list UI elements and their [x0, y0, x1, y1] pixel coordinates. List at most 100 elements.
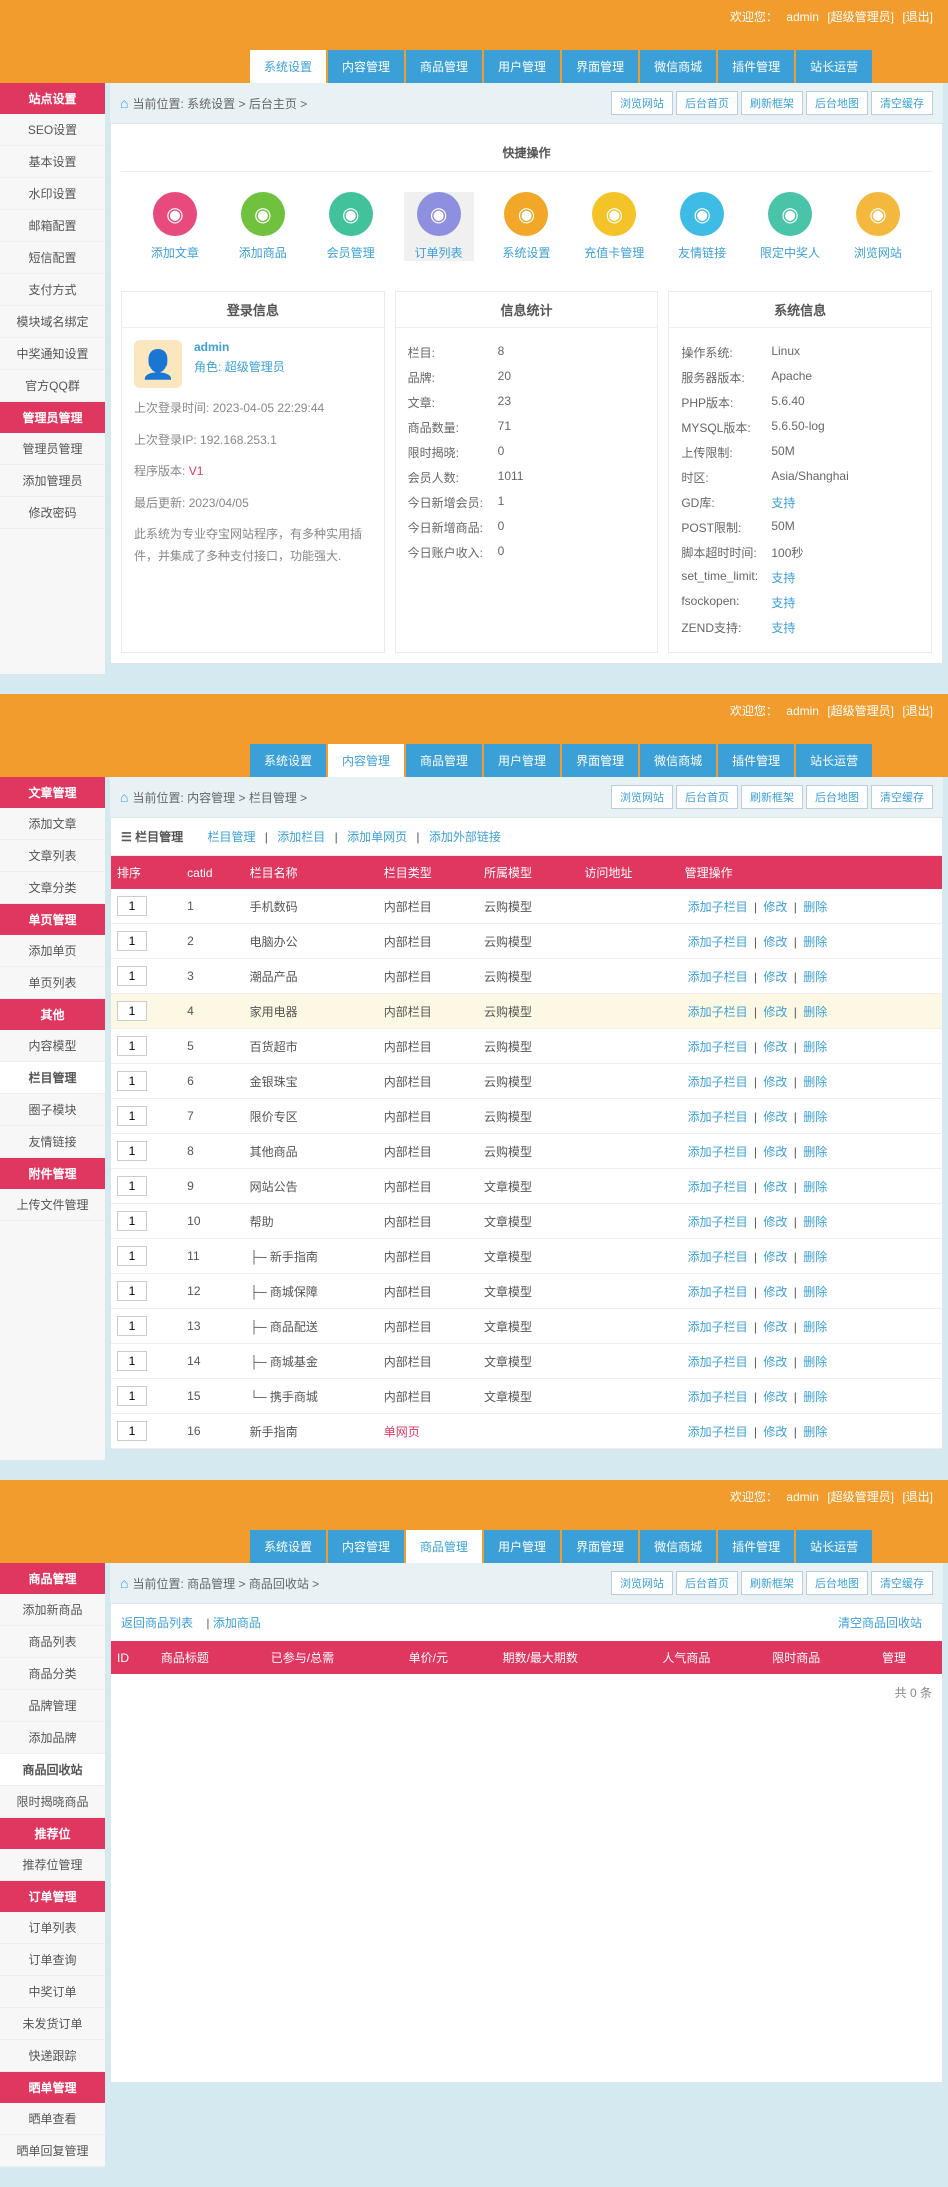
- main-tab[interactable]: 内容管理: [328, 744, 404, 777]
- sidebar-item[interactable]: 添加文章: [0, 808, 105, 840]
- home-icon[interactable]: ⌂: [120, 1575, 128, 1591]
- user-name[interactable]: admin: [786, 1490, 819, 1504]
- logout-link[interactable]: [退出]: [902, 10, 933, 24]
- sort-input[interactable]: [117, 1141, 147, 1161]
- row-action[interactable]: 添加子栏目: [688, 1040, 748, 1054]
- row-action[interactable]: 修改: [763, 1355, 787, 1369]
- row-action[interactable]: 修改: [763, 1285, 787, 1299]
- main-tab[interactable]: 站长运营: [796, 744, 872, 777]
- main-tab[interactable]: 界面管理: [562, 50, 638, 83]
- sidebar-item[interactable]: 友情链接: [0, 1126, 105, 1158]
- quick-item[interactable]: ◉系统设置: [491, 192, 561, 261]
- main-tab[interactable]: 系统设置: [250, 1530, 326, 1563]
- crumb-button[interactable]: 后台地图: [806, 785, 868, 809]
- quick-item[interactable]: ◉会员管理: [316, 192, 386, 261]
- main-tab[interactable]: 微信商城: [640, 50, 716, 83]
- quick-item[interactable]: ◉添加商品: [228, 192, 298, 261]
- row-action[interactable]: 添加子栏目: [688, 1250, 748, 1264]
- row-action[interactable]: 删除: [803, 1110, 827, 1124]
- home-icon[interactable]: ⌂: [120, 789, 128, 805]
- sidebar-item[interactable]: 晒单回复管理: [0, 2135, 105, 2167]
- row-action[interactable]: 添加子栏目: [688, 970, 748, 984]
- row-action[interactable]: 修改: [763, 1075, 787, 1089]
- sidebar-item[interactable]: 添加新商品: [0, 1594, 105, 1626]
- row-action[interactable]: 修改: [763, 1320, 787, 1334]
- main-tab[interactable]: 系统设置: [250, 744, 326, 777]
- main-tab[interactable]: 用户管理: [484, 744, 560, 777]
- row-action[interactable]: 删除: [803, 1215, 827, 1229]
- quick-item[interactable]: ◉限定中奖人: [755, 192, 825, 261]
- crumb-button[interactable]: 后台首页: [676, 91, 738, 115]
- row-action[interactable]: 修改: [763, 1425, 787, 1439]
- main-tab[interactable]: 用户管理: [484, 1530, 560, 1563]
- row-action[interactable]: 修改: [763, 970, 787, 984]
- quick-item[interactable]: ◉浏览网站: [843, 192, 913, 261]
- main-tab[interactable]: 界面管理: [562, 744, 638, 777]
- panel-tab[interactable]: 添加外部链接: [429, 830, 501, 844]
- row-action[interactable]: 删除: [803, 1285, 827, 1299]
- row-action[interactable]: 添加子栏目: [688, 935, 748, 949]
- crumb-button[interactable]: 浏览网站: [611, 91, 673, 115]
- row-action[interactable]: 删除: [803, 1425, 827, 1439]
- main-tab[interactable]: 系统设置: [250, 50, 326, 83]
- sort-input[interactable]: [117, 1001, 147, 1021]
- sort-input[interactable]: [117, 1281, 147, 1301]
- sidebar-item[interactable]: 晒单查看: [0, 2103, 105, 2135]
- sidebar-item[interactable]: 限时揭晓商品: [0, 1786, 105, 1818]
- sidebar-item[interactable]: 短信配置: [0, 242, 105, 274]
- main-tab[interactable]: 商品管理: [406, 744, 482, 777]
- sidebar-item[interactable]: 添加管理员: [0, 465, 105, 497]
- sort-input[interactable]: [117, 1071, 147, 1091]
- main-tab[interactable]: 微信商城: [640, 1530, 716, 1563]
- sidebar-item[interactable]: 上传文件管理: [0, 1189, 105, 1221]
- main-tab[interactable]: 站长运营: [796, 50, 872, 83]
- row-action[interactable]: 删除: [803, 1250, 827, 1264]
- sort-input[interactable]: [117, 1421, 147, 1441]
- sidebar-item[interactable]: 中奖订单: [0, 1976, 105, 2008]
- sidebar-item[interactable]: 推荐位管理: [0, 1849, 105, 1881]
- row-action[interactable]: 修改: [763, 1110, 787, 1124]
- sidebar-item[interactable]: 管理员管理: [0, 433, 105, 465]
- sidebar-item[interactable]: 支付方式: [0, 274, 105, 306]
- clear-recycle-button[interactable]: 清空商品回收站: [838, 1614, 922, 1631]
- row-action[interactable]: 删除: [803, 1320, 827, 1334]
- main-tab[interactable]: 商品管理: [406, 1530, 482, 1563]
- crumb-button[interactable]: 清空缓存: [871, 1571, 933, 1595]
- crumb-button[interactable]: 清空缓存: [871, 91, 933, 115]
- main-tab[interactable]: 插件管理: [718, 1530, 794, 1563]
- row-action[interactable]: 添加子栏目: [688, 1075, 748, 1089]
- row-action[interactable]: 添加子栏目: [688, 1180, 748, 1194]
- sidebar-item[interactable]: 订单列表: [0, 1912, 105, 1944]
- sidebar-item[interactable]: 单页列表: [0, 967, 105, 999]
- row-action[interactable]: 添加子栏目: [688, 1110, 748, 1124]
- crumb-button[interactable]: 浏览网站: [611, 1571, 673, 1595]
- row-action[interactable]: 删除: [803, 1145, 827, 1159]
- row-action[interactable]: 删除: [803, 970, 827, 984]
- sidebar-item[interactable]: 文章分类: [0, 872, 105, 904]
- sidebar-item[interactable]: 商品回收站: [0, 1754, 105, 1786]
- sidebar-item[interactable]: 未发货订单: [0, 2008, 105, 2040]
- main-tab[interactable]: 内容管理: [328, 50, 404, 83]
- panel-tab[interactable]: 添加单网页: [347, 830, 407, 844]
- row-action[interactable]: 删除: [803, 935, 827, 949]
- sort-input[interactable]: [117, 1246, 147, 1266]
- row-action[interactable]: 添加子栏目: [688, 1425, 748, 1439]
- crumb-button[interactable]: 浏览网站: [611, 785, 673, 809]
- row-action[interactable]: 修改: [763, 900, 787, 914]
- sort-input[interactable]: [117, 966, 147, 986]
- sidebar-item[interactable]: 品牌管理: [0, 1690, 105, 1722]
- row-action[interactable]: 添加子栏目: [688, 1145, 748, 1159]
- row-action[interactable]: 添加子栏目: [688, 1215, 748, 1229]
- crumb-button[interactable]: 后台地图: [806, 91, 868, 115]
- main-tab[interactable]: 界面管理: [562, 1530, 638, 1563]
- sidebar-item[interactable]: 中奖通知设置: [0, 338, 105, 370]
- main-tab[interactable]: 商品管理: [406, 50, 482, 83]
- sort-input[interactable]: [117, 1211, 147, 1231]
- row-action[interactable]: 添加子栏目: [688, 1355, 748, 1369]
- sidebar-item[interactable]: 内容模型: [0, 1030, 105, 1062]
- quick-item[interactable]: ◉添加文章: [140, 192, 210, 261]
- sort-input[interactable]: [117, 1106, 147, 1126]
- home-icon[interactable]: ⌂: [120, 95, 128, 111]
- row-action[interactable]: 添加子栏目: [688, 1390, 748, 1404]
- crumb-button[interactable]: 清空缓存: [871, 785, 933, 809]
